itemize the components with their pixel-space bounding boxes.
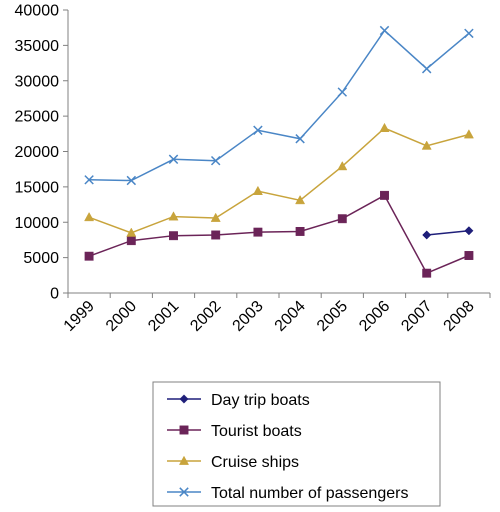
data-point <box>168 211 179 221</box>
legend-label: Cruise ships <box>211 454 299 471</box>
y-tick-label: 5000 <box>23 250 59 267</box>
y-tick-label: 0 <box>50 286 59 303</box>
axes <box>63 9 491 298</box>
series-group <box>84 25 474 278</box>
data-point <box>295 226 305 236</box>
legend-marker <box>178 455 190 465</box>
x-tick-label: 2003 <box>230 298 267 335</box>
x-tick-label: 2006 <box>356 298 393 335</box>
x-tick-labels: 1999 2000 2001 2002 2003 2004 2005 2006 2007 2008 <box>61 298 478 335</box>
data-point <box>211 230 221 240</box>
data-point <box>253 227 263 237</box>
legend-label: Total number of passengers <box>211 485 408 502</box>
legend-marker <box>179 425 189 435</box>
x-tick-label: 2008 <box>441 298 478 335</box>
data-point <box>295 194 306 205</box>
y-tick-label: 35000 <box>15 38 60 55</box>
legend-label: Tourist boats <box>211 423 302 440</box>
data-point <box>84 175 94 185</box>
legend-marker <box>179 394 189 404</box>
x-tick-label: 2000 <box>103 298 140 335</box>
series-line <box>88 127 470 234</box>
series-line <box>88 194 470 275</box>
data-point <box>295 134 305 144</box>
series-line <box>426 229 469 236</box>
x-tick-label: 2007 <box>398 298 435 335</box>
data-point <box>126 175 137 186</box>
legend-item: Tourist boats <box>167 423 302 440</box>
data-point <box>337 214 347 224</box>
data-point <box>126 227 137 237</box>
data-point <box>84 251 94 261</box>
y-tick-labels: 0 5000 10000 15000 20000 25000 30000 35000 40000 <box>15 3 60 303</box>
data-point <box>464 226 474 236</box>
legend-item: Cruise ships <box>167 454 299 471</box>
data-point <box>84 211 95 222</box>
data-point <box>210 155 221 166</box>
data-point <box>464 28 474 39</box>
data-point <box>210 212 221 222</box>
data-point <box>169 231 178 241</box>
legend: Day trip boats Tourist boats Cruise ships T… <box>152 381 441 507</box>
series-3 <box>84 25 474 186</box>
y-tick-label: 10000 <box>15 215 60 232</box>
series-1 <box>84 190 474 278</box>
series-0 <box>422 226 474 240</box>
y-tick-label: 20000 <box>15 144 60 161</box>
data-point <box>421 140 432 150</box>
data-point <box>337 161 348 171</box>
y-tick-label: 25000 <box>15 109 60 126</box>
legend-marker <box>179 487 189 497</box>
x-tick-label: 2002 <box>187 298 224 335</box>
data-point <box>422 230 432 240</box>
data-point <box>379 25 390 36</box>
data-point <box>253 125 263 136</box>
data-point <box>168 154 179 165</box>
data-point <box>422 268 432 278</box>
x-tick-label: 2005 <box>314 298 351 335</box>
data-point <box>379 122 390 133</box>
data-point <box>380 190 389 200</box>
legend-label: Day trip boats <box>211 392 310 409</box>
data-point <box>337 87 348 97</box>
legend-item: Day trip boats <box>167 392 310 409</box>
legend-box <box>152 381 441 507</box>
data-point <box>463 129 474 139</box>
y-tick-label: 15000 <box>15 179 60 196</box>
data-point <box>126 236 136 246</box>
x-tick-label: 1999 <box>61 298 98 335</box>
series-2 <box>84 122 474 237</box>
legend-item: Total number of passengers <box>167 485 408 502</box>
data-point <box>421 63 432 74</box>
data-point <box>252 185 263 195</box>
x-tick-label: 2001 <box>145 298 182 335</box>
y-tick-label: 40000 <box>15 3 60 20</box>
data-point <box>464 251 474 260</box>
x-tick-label: 2004 <box>272 298 309 335</box>
series-line <box>89 29 470 182</box>
y-tick-label: 30000 <box>15 73 60 90</box>
